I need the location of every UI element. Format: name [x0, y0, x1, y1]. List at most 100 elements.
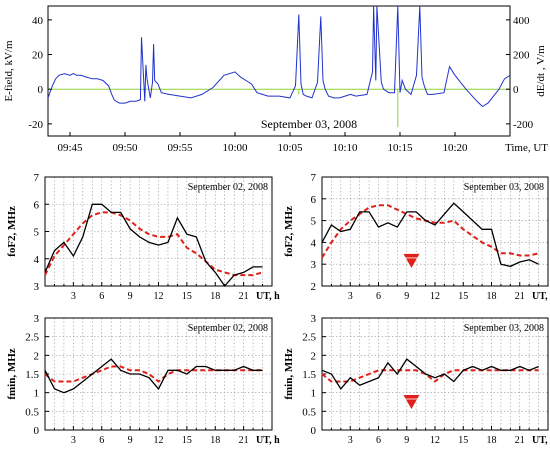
efield-y-tick-label: 0 — [38, 84, 44, 96]
plot-frame — [321, 176, 549, 287]
x-tick-label: 9 — [128, 291, 133, 302]
y-tick-label: 5 — [34, 227, 40, 239]
efield-y-tick-label: 20 — [32, 50, 44, 62]
panel-date: September 02, 2008 — [188, 182, 268, 193]
y-tick-label: 3 — [311, 313, 317, 325]
x-tick-label: 18 — [487, 291, 497, 302]
y-axis-label: foF2, MHz — [6, 206, 18, 257]
y-tick-label: 7 — [311, 172, 317, 184]
y-tick-label: 2.5 — [25, 332, 39, 344]
y-tick-label: 2 — [311, 281, 317, 293]
model-series-line — [321, 369, 539, 383]
x-tick-label: 21 — [515, 435, 525, 446]
x-tick-label: 3 — [71, 291, 76, 302]
x-tick-label: 9 — [128, 435, 133, 446]
dedt-y-tick-label: 400 — [513, 15, 530, 27]
y-tick-label: 2.5 — [302, 332, 316, 344]
y-tick-label: 0 — [311, 425, 317, 437]
y-axis-label: fmin, MHz — [6, 348, 18, 399]
x-tick-label: 15 — [182, 435, 192, 446]
x-tick-label: 15 — [458, 291, 468, 302]
x-tick-label: 21 — [239, 291, 249, 302]
x-axis-label: UT, h — [256, 291, 280, 302]
x-tick-label: 12 — [430, 291, 440, 302]
dedt-y-tick-label: -200 — [513, 119, 534, 131]
ionosonde-panel: 0 0.5 1 1.5 2 2.5 3 3 6 9 12 15 18 21 UT, h fmin, MHz Se… — [283, 313, 550, 446]
observed-series-line — [321, 358, 539, 390]
efield-series-line — [47, 5, 511, 108]
dedt-y-axis-label: dE/dt , V/m — [535, 45, 547, 97]
x-tick-label: 6 — [376, 435, 381, 446]
dedt-y-tick-label: 0 — [513, 84, 519, 96]
x-tick-label: 21 — [239, 435, 249, 446]
x-tick-label: 12 — [430, 435, 440, 446]
observed-series-line — [44, 203, 263, 288]
efield-x-tick-label: 10:00 — [222, 142, 248, 154]
x-tick-label: 18 — [487, 435, 497, 446]
y-tick-label: 3 — [311, 259, 317, 271]
ionosonde-panel: 3 4 5 6 7 3 6 9 12 15 18 21 UT, h foF2, MHz September … — [6, 172, 280, 302]
x-tick-label: 21 — [515, 291, 525, 302]
dedt-y-tick-label: 200 — [513, 50, 530, 62]
x-tick-label: 18 — [210, 435, 220, 446]
efield-x-tick-label: 10:05 — [277, 142, 303, 154]
x-tick-label: 9 — [404, 435, 409, 446]
y-tick-label: 3 — [34, 313, 40, 325]
ionosonde-panel: 2 3 4 5 6 7 3 6 9 12 15 18 21 UT, h foF2, MHz September… — [283, 172, 550, 302]
x-tick-label: 6 — [99, 291, 104, 302]
panel-date: September 02, 2008 — [188, 323, 268, 334]
x-tick-label: 3 — [71, 435, 76, 446]
x-tick-label: 6 — [376, 291, 381, 302]
efield-panel-date: September 03, 2008 — [261, 117, 357, 131]
x-axis-label: UT, h — [256, 435, 280, 446]
x-tick-label: 12 — [154, 435, 164, 446]
y-axis-label: fmin, MHz — [283, 348, 295, 399]
y-tick-label: 1.5 — [25, 369, 39, 381]
x-tick-label: 15 — [458, 435, 468, 446]
x-tick-label: 15 — [182, 291, 192, 302]
efield-x-tick-label: 10:10 — [332, 142, 358, 154]
x-axis-label: UT, h — [532, 291, 550, 302]
ionosonde-panel: 0 0.5 1 1.5 2 2.5 3 3 6 9 12 15 18 21 UT, h fmin, MHz Se… — [6, 313, 280, 446]
y-tick-label: 6 — [311, 194, 317, 206]
efield-plot-frame — [47, 5, 511, 137]
x-tick-label: 6 — [99, 435, 104, 446]
efield-y-tick-label: -20 — [28, 119, 43, 131]
y-tick-label: 3 — [34, 281, 40, 293]
model-series-line — [44, 211, 263, 277]
y-tick-label: 4 — [34, 254, 40, 266]
efield-x-axis-label: Time, UT — [505, 142, 548, 154]
y-tick-label: 1.5 — [302, 369, 316, 381]
efield-x-tick-label: 09:55 — [167, 142, 193, 154]
y-tick-label: 1 — [311, 388, 317, 400]
y-axis-label: foF2, MHz — [283, 206, 295, 257]
y-tick-label: 0.5 — [302, 406, 316, 418]
efield-y-axis-label: E-field, kV/m — [3, 40, 15, 102]
panel-date: September 03, 2008 — [464, 182, 544, 193]
y-tick-label: 1 — [34, 388, 40, 400]
y-tick-label: 6 — [34, 199, 40, 211]
model-series-line — [321, 204, 539, 259]
efield-x-tick-label: 09:45 — [57, 142, 83, 154]
x-tick-label: 12 — [154, 291, 164, 302]
event-marker-triangle — [403, 395, 420, 409]
x-tick-label: 3 — [348, 291, 353, 302]
y-tick-label: 2 — [311, 350, 317, 362]
x-tick-label: 9 — [404, 291, 409, 302]
y-tick-label: 5 — [311, 216, 317, 228]
y-tick-label: 2 — [34, 350, 40, 362]
x-tick-label: 18 — [210, 291, 220, 302]
y-tick-label: 4 — [311, 237, 317, 249]
x-tick-label: 3 — [348, 435, 353, 446]
efield-x-tick-label: 09:50 — [112, 142, 138, 154]
x-axis-label: UT, h — [532, 435, 550, 446]
y-tick-label: 7 — [34, 172, 40, 184]
efield-y-tick-label: 40 — [32, 15, 44, 27]
observed-series-line — [321, 202, 539, 268]
event-marker-triangle — [403, 253, 420, 268]
y-tick-label: 0.5 — [25, 406, 39, 418]
y-tick-label: 0 — [34, 425, 40, 437]
observed-series-line — [44, 358, 263, 394]
